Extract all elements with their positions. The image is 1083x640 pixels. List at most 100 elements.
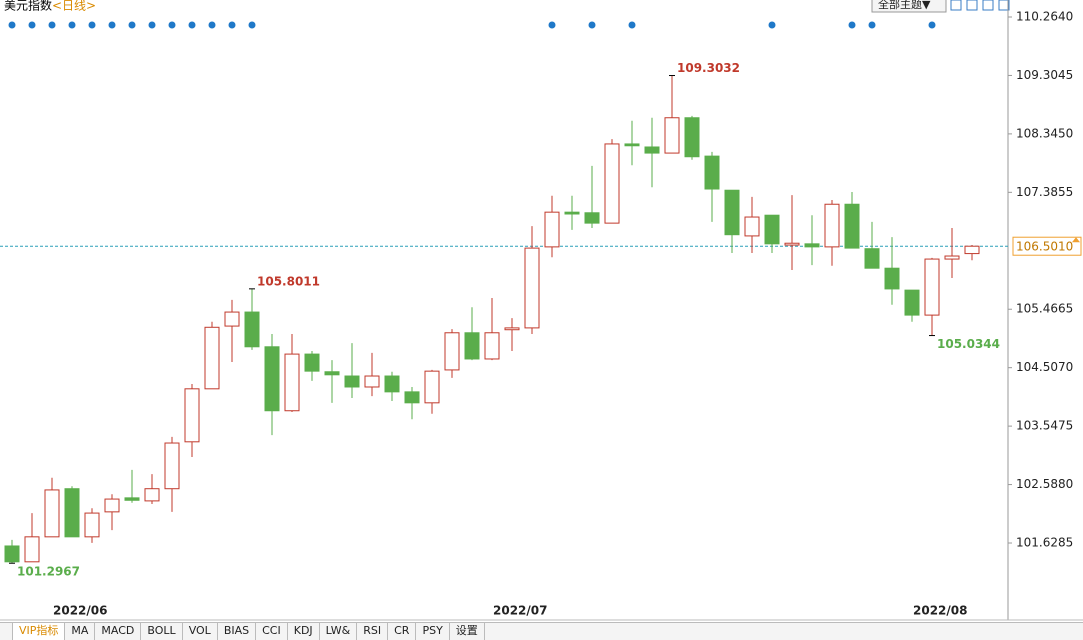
indicator-tab[interactable]: KDJ	[288, 623, 320, 640]
x-tick-label: 2022/06	[53, 604, 107, 618]
signal-dot	[148, 21, 156, 29]
candle-body	[824, 203, 840, 248]
extreme-label: 105.0344	[937, 337, 1000, 351]
candle-body	[744, 216, 760, 237]
last-price-label: 106.5010	[1016, 240, 1073, 254]
signal-dot	[928, 21, 936, 29]
candle-body	[764, 214, 780, 245]
candle-body	[204, 326, 220, 390]
y-tick-label: 107.3855	[1016, 185, 1073, 199]
indicator-tab[interactable]: MA	[65, 623, 96, 640]
y-tick-label: 105.4665	[1016, 302, 1073, 316]
candle-body	[524, 247, 540, 329]
candle-body	[484, 332, 500, 360]
last-price-box	[1012, 236, 1082, 256]
candle-body	[804, 243, 820, 248]
signal-dot	[8, 21, 16, 29]
signal-dot	[168, 21, 176, 29]
indicator-tabs: VIP指标 MA MACD BOLL VOL BIAS CCI KDJ LW& RSI CR PSY 设…	[0, 622, 1083, 640]
y-tick-label: 101.6285	[1016, 536, 1073, 550]
candle-body	[664, 117, 680, 154]
candle-body	[504, 327, 520, 331]
indicator-tab[interactable]: VOL	[183, 623, 218, 640]
indicator-tab[interactable]: PSY	[416, 623, 450, 640]
candle-body	[84, 512, 100, 538]
candle-body	[464, 332, 480, 360]
candle-body	[344, 375, 360, 388]
theme-button[interactable]	[871, 0, 947, 13]
candle-body	[304, 353, 320, 372]
candle-body	[684, 117, 700, 158]
indicator-tab[interactable]: CR	[388, 623, 417, 640]
toolbar-icons[interactable]	[950, 0, 1010, 11]
candle-body	[24, 536, 40, 563]
candle-body	[144, 488, 160, 502]
candle-body	[724, 189, 740, 236]
signal-dot	[48, 21, 56, 29]
candle-body	[904, 289, 920, 316]
indicator-tab[interactable]: VIP指标	[12, 623, 66, 640]
candle-body	[184, 388, 200, 443]
candle-body	[424, 370, 440, 404]
candle-body	[584, 212, 600, 224]
extreme-label: 101.2967	[17, 565, 80, 579]
y-tick-label: 103.5475	[1016, 419, 1073, 433]
candle-body	[264, 346, 280, 412]
candle-body	[324, 371, 340, 376]
candle-body	[604, 143, 620, 224]
indicator-tab[interactable]: CCI	[256, 623, 288, 640]
candle-body	[224, 311, 240, 327]
candle-body	[884, 267, 900, 290]
y-tick-label: 102.5880	[1016, 477, 1073, 491]
candle-body	[64, 488, 80, 538]
signal-dot	[868, 21, 876, 29]
indicator-tab[interactable]: 设置	[450, 623, 485, 640]
y-tick-label: 104.5070	[1016, 360, 1073, 374]
signal-dot	[108, 21, 116, 29]
signal-dot	[28, 21, 36, 29]
candle-body	[784, 242, 800, 246]
candle-body	[924, 258, 940, 316]
chart-title: 美元指数	[4, 0, 52, 13]
candle-body	[444, 332, 460, 371]
indicator-tab[interactable]: BOLL	[141, 623, 183, 640]
signal-dot	[128, 21, 136, 29]
chart-subtitle: <日线>	[52, 0, 96, 13]
signal-dot	[188, 21, 196, 29]
candle-body	[384, 375, 400, 393]
candle-body	[404, 391, 420, 404]
extreme-label: 109.3032	[677, 61, 740, 75]
extreme-label: 105.8011	[257, 274, 320, 288]
indicator-tab[interactable]: BIAS	[218, 623, 257, 640]
signal-dot	[228, 21, 236, 29]
signal-dot	[848, 21, 856, 29]
signal-dot	[208, 21, 216, 29]
candle-body	[844, 203, 860, 249]
y-tick-label: 108.3450	[1016, 126, 1073, 140]
candle-body	[644, 146, 660, 154]
theme-button-label: 全部主题▼	[878, 0, 931, 11]
chart: 美元指数 <日线> 全部主题▼ 110.2640 109.3045 108.3450…	[0, 0, 1083, 621]
candle-body	[364, 375, 380, 388]
signal-dot	[588, 21, 596, 29]
signal-dot	[68, 21, 76, 29]
candle-body	[864, 248, 880, 269]
candle-body	[964, 245, 980, 255]
candle-body	[704, 155, 720, 190]
candle-body	[124, 497, 140, 501]
candle-body	[284, 353, 300, 412]
indicator-tab[interactable]: MACD	[95, 623, 142, 640]
indicator-tab[interactable]: RSI	[357, 623, 389, 640]
x-tick-label: 2022/07	[493, 604, 547, 618]
signal-dot	[628, 21, 636, 29]
indicator-tab[interactable]: LW&	[320, 623, 358, 640]
candle-body	[944, 255, 960, 260]
y-tick-label: 109.3045	[1016, 68, 1073, 82]
candle-body	[164, 442, 180, 490]
x-tick-label: 2022/08	[913, 604, 967, 618]
candle-body	[544, 211, 560, 248]
candle-body	[244, 311, 260, 348]
candle-body	[44, 489, 60, 538]
candle-body	[564, 211, 580, 215]
candle-body	[624, 143, 640, 147]
